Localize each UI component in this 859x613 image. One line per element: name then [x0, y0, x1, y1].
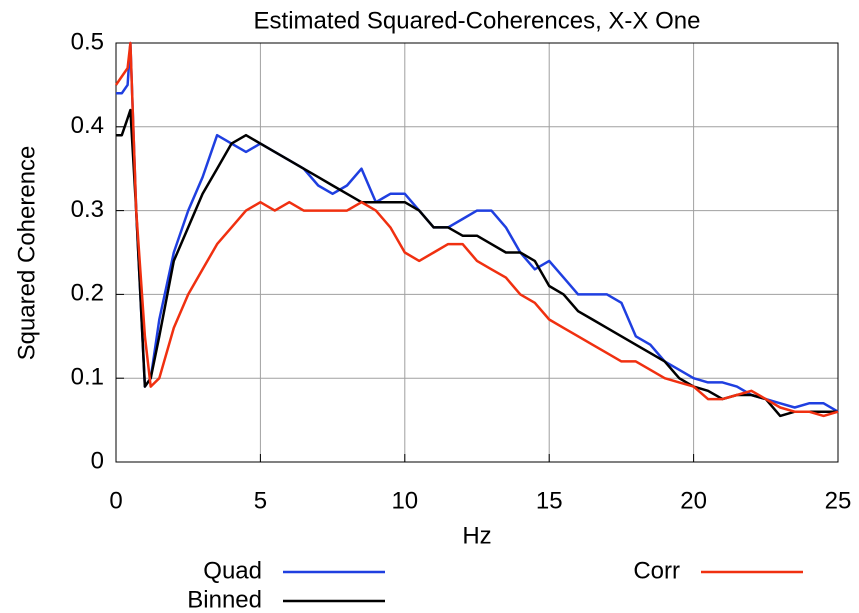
- x-tick-label: 20: [680, 487, 707, 514]
- legend-label: Corr: [633, 557, 680, 584]
- x-axis-label: Hz: [462, 522, 491, 549]
- y-axis-label: Squared Coherence: [13, 146, 40, 361]
- x-tick-label: 0: [109, 487, 122, 514]
- series-line: [114, 41, 839, 418]
- x-tick-label: 10: [391, 487, 418, 514]
- y-tick-label: 0: [91, 447, 104, 474]
- legend-label: Quad: [203, 557, 262, 584]
- legend-label: Binned: [187, 586, 262, 613]
- y-tick-label: 0.4: [71, 112, 104, 139]
- series-line: [116, 108, 838, 418]
- x-tick-label: 15: [536, 487, 563, 514]
- x-tick-label: 25: [825, 487, 852, 514]
- chart-title: Estimated Squared-Coherences, X-X One: [254, 7, 701, 34]
- plot-frame: [115, 42, 839, 463]
- y-tick-label: 0.5: [71, 28, 104, 55]
- y-tick-label: 0.2: [71, 280, 104, 307]
- x-tick-label: 5: [254, 487, 267, 514]
- y-tick-label: 0.1: [71, 364, 104, 391]
- y-tick-label: 0.3: [71, 196, 104, 223]
- series-line: [116, 41, 839, 413]
